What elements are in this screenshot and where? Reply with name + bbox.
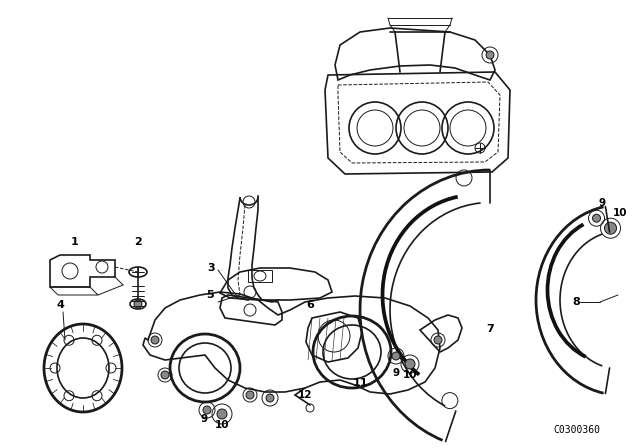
Text: 1: 1 xyxy=(71,237,79,247)
Text: 4: 4 xyxy=(56,300,64,310)
Text: 9: 9 xyxy=(598,198,605,208)
Circle shape xyxy=(434,336,442,344)
Text: 8: 8 xyxy=(572,297,580,307)
Text: 10: 10 xyxy=(403,370,417,380)
Text: 9: 9 xyxy=(200,414,207,424)
Circle shape xyxy=(266,394,274,402)
Circle shape xyxy=(134,300,142,308)
Text: 11: 11 xyxy=(352,378,368,388)
Text: 6: 6 xyxy=(306,300,314,310)
Text: 9: 9 xyxy=(392,368,399,378)
Text: 10: 10 xyxy=(612,208,627,218)
Text: C0300360: C0300360 xyxy=(553,425,600,435)
Circle shape xyxy=(486,51,494,59)
Circle shape xyxy=(392,352,400,360)
Text: 12: 12 xyxy=(298,390,312,400)
Circle shape xyxy=(217,409,227,419)
Text: 10: 10 xyxy=(215,420,229,430)
Text: 5: 5 xyxy=(206,290,214,300)
Text: 7: 7 xyxy=(486,324,494,334)
Circle shape xyxy=(405,359,415,369)
Circle shape xyxy=(161,371,169,379)
Circle shape xyxy=(151,336,159,344)
Circle shape xyxy=(203,406,211,414)
Text: 2: 2 xyxy=(134,237,142,247)
Circle shape xyxy=(246,391,254,399)
Circle shape xyxy=(605,222,616,234)
Text: 3: 3 xyxy=(207,263,215,273)
Circle shape xyxy=(593,214,600,222)
